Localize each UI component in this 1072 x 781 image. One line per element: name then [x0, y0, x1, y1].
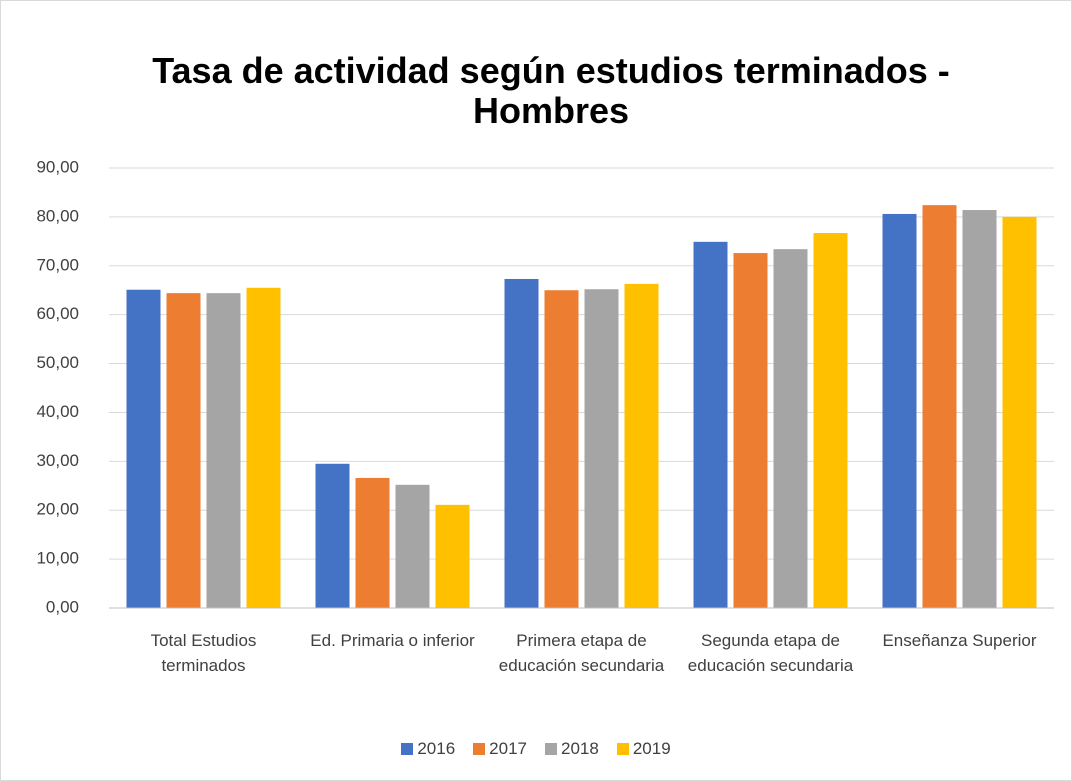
x-tick-label: Enseñanza Superior [882, 631, 1037, 650]
legend-label: 2019 [632, 739, 671, 758]
legend-swatch [401, 743, 414, 755]
bar [733, 253, 768, 609]
legend: 2016 2017 2018 2019 [1, 739, 1071, 759]
bar [246, 287, 281, 608]
bar [922, 205, 957, 608]
chart-title: Tasa de actividad según estudios termina… [152, 50, 950, 131]
bar [206, 293, 241, 608]
y-tick-label: 90,00 [36, 157, 79, 176]
y-tick-label: 20,00 [36, 500, 79, 519]
bar [624, 283, 659, 608]
legend-label: 2018 [561, 739, 599, 758]
x-tick-label: Primera etapa de educación secundaria [498, 631, 665, 675]
y-tick-label: 40,00 [36, 402, 79, 421]
x-tick-label: Ed. Primaria o inferior [310, 631, 475, 650]
x-tick-label: Total Estudios terminados [150, 631, 257, 675]
y-tick-label: 50,00 [36, 353, 79, 372]
bar [504, 278, 539, 608]
bar [584, 289, 619, 608]
y-tick-label: 70,00 [36, 255, 79, 274]
bar [813, 233, 848, 608]
bar [435, 504, 470, 608]
y-tick-label: 80,00 [36, 206, 79, 225]
y-tick-label: 10,00 [36, 549, 79, 568]
y-tick-label: 30,00 [36, 451, 79, 470]
x-tick-label: Segunda etapa de educación secundaria [687, 631, 854, 675]
legend-swatch [616, 743, 629, 755]
bar [1002, 216, 1037, 608]
legend-item: 2016 [401, 739, 455, 759]
bar [882, 213, 917, 608]
legend-label: 2017 [489, 739, 527, 758]
bar [395, 484, 430, 608]
legend-item: 2018 [545, 739, 599, 759]
legend-item: 2019 [616, 739, 671, 759]
bar [315, 463, 350, 608]
y-tick-label: 0,00 [46, 597, 79, 616]
bar [544, 290, 579, 608]
bar [962, 210, 997, 609]
y-tick-label: 60,00 [36, 304, 79, 323]
legend-label: 2016 [417, 739, 456, 758]
bar [166, 293, 201, 608]
legend-item: 2017 [473, 739, 527, 759]
bar [355, 477, 390, 608]
legend-swatch [545, 743, 557, 755]
bar [773, 249, 808, 608]
legend-swatch [473, 743, 486, 755]
bar [126, 289, 161, 608]
bar [693, 241, 728, 609]
